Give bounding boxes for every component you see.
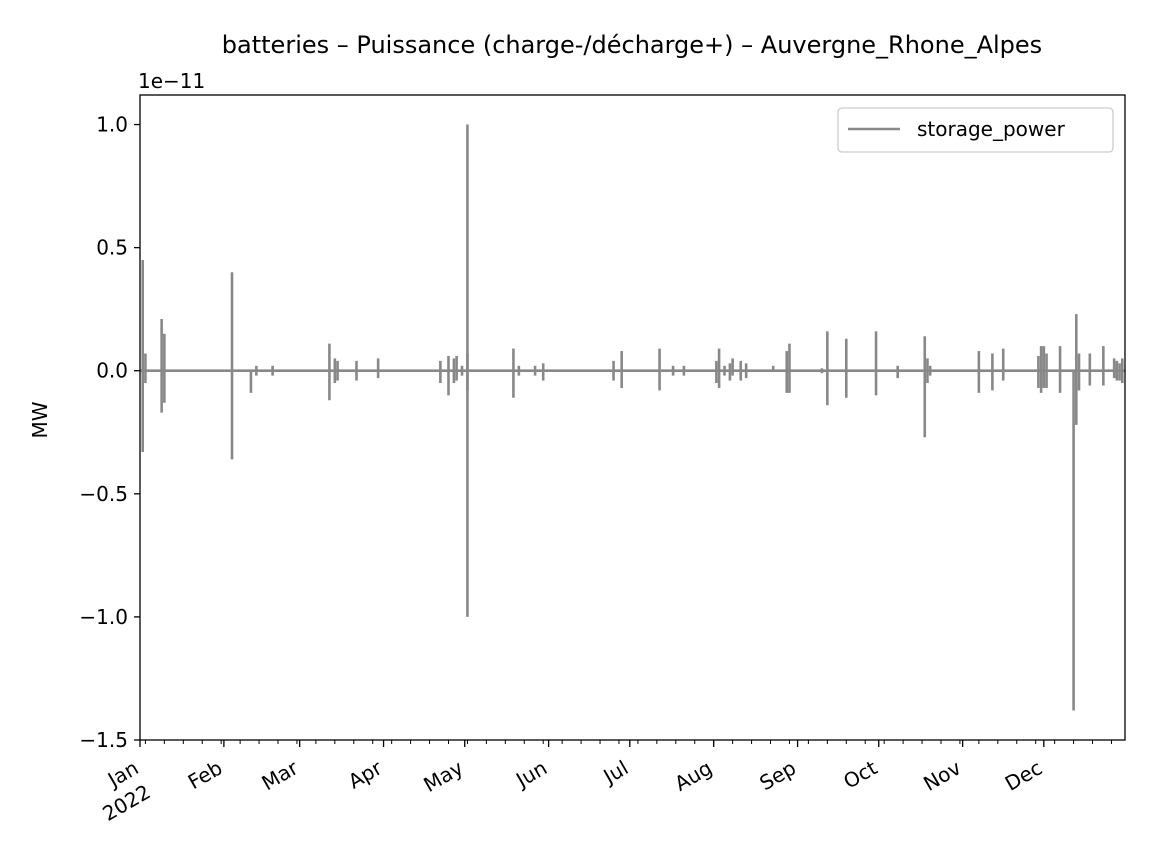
y-tick-label: 1.0 [96,113,128,137]
x-tick-label: Mar [257,755,302,795]
x-tick-label: Dec [1001,756,1047,796]
x-tick-label: Apr [344,755,387,793]
x-tick-label-year: 2022 [98,780,154,826]
x-tick-label: Nov [919,755,965,795]
y-offset-label: 1e−11 [138,69,205,93]
legend-box [837,107,1114,153]
x-tick-label: Jul [598,756,633,790]
legend: storage_power [837,107,1114,153]
axes-layer [139,94,1126,741]
x-tick-label: Aug [670,756,716,796]
y-tick-label: −0.5 [79,482,128,506]
x-tick-label: May [419,755,467,797]
y-tick-label: 0.5 [96,236,128,260]
legend-label-storage-power: storage_power [917,117,1066,141]
x-tick-label: Sep [755,756,800,796]
x-tick-label: Jun [510,756,551,793]
y-tick-label: −1.0 [79,605,128,629]
y-tick-label: 0.0 [96,359,128,383]
x-tick-label: Oct [839,755,881,793]
x-tick-label: Feb [184,756,227,794]
plot-frame [139,94,1126,741]
series-layer [141,124,1124,711]
chart-title: batteries – Puissance (charge-/décharge+… [222,31,1042,59]
y-axis-label: MW [28,401,52,438]
y-tick-label: −1.5 [79,728,128,752]
